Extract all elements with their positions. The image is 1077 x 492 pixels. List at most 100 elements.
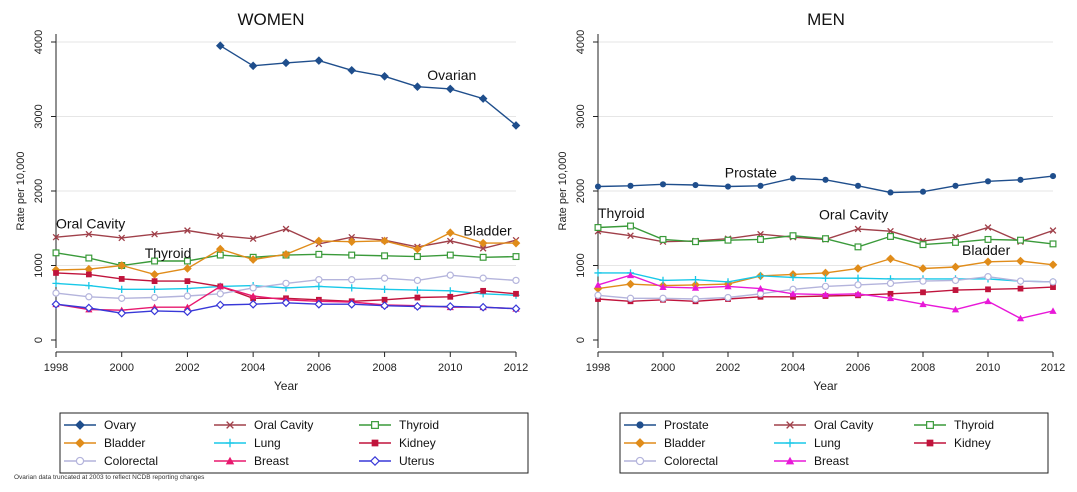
data-point (151, 230, 158, 238)
data-point (691, 284, 700, 291)
series-oral-cavity (52, 225, 520, 252)
data-point (1016, 256, 1025, 266)
data-point (951, 305, 960, 313)
data-point (854, 225, 862, 233)
data-point (790, 293, 796, 300)
data-point (446, 237, 454, 245)
data-point (150, 293, 159, 302)
data-point (52, 233, 60, 241)
legend-entry-bladder: Bladder (64, 436, 145, 450)
data-point (626, 279, 635, 289)
series-line-ovary (219, 45, 517, 126)
data-point (347, 299, 357, 309)
data-point (281, 58, 291, 68)
data-point (446, 287, 454, 295)
data-point (854, 274, 862, 282)
data-point (348, 251, 356, 259)
data-point (511, 304, 521, 314)
x-tick-label: 2004 (241, 362, 265, 374)
data-point (183, 292, 192, 300)
data-point (151, 278, 158, 285)
annotation-oral-cavity: Oral Cavity (56, 215, 125, 231)
legend-marker (225, 456, 235, 465)
legend-label: Kidney (954, 436, 991, 450)
legend-entry-colorectal: Colorectal (624, 454, 718, 468)
data-point (480, 287, 487, 294)
data-point (724, 282, 732, 290)
data-point (249, 292, 257, 299)
data-point (249, 284, 257, 292)
data-point (184, 278, 191, 285)
legend-marker (226, 421, 234, 429)
data-point (315, 282, 323, 290)
legend-entry-uterus: Uterus (359, 454, 434, 468)
annotation-thyroid: Thyroid (145, 245, 192, 261)
data-point (381, 252, 389, 260)
data-point (216, 232, 224, 240)
legend-label: Kidney (399, 436, 436, 450)
legend-entry-kidney: Kidney (359, 436, 436, 450)
x-tick-label: 2010 (438, 362, 462, 374)
data-point (951, 262, 960, 272)
data-point (887, 189, 894, 196)
data-point (479, 253, 487, 261)
data-point (594, 224, 602, 231)
data-point (756, 290, 765, 298)
y-tick-label: 3000 (33, 104, 45, 128)
data-point (692, 181, 699, 189)
data-point (984, 178, 992, 185)
data-point (659, 283, 667, 290)
data-point (215, 244, 225, 254)
data-point (315, 275, 323, 284)
data-point (183, 284, 192, 293)
data-point (1017, 176, 1024, 183)
data-point (918, 264, 928, 273)
data-point (215, 41, 225, 51)
data-point (985, 286, 991, 293)
y-tick-label: 1000 (33, 253, 45, 277)
legend-entry-oral-cavity: Oral Cavity (774, 418, 873, 432)
data-point (413, 276, 422, 285)
footnote: Ovarian data truncated at 2003 to reflec… (14, 474, 205, 481)
data-point (659, 235, 667, 243)
data-point (951, 276, 960, 285)
data-point (594, 183, 602, 190)
data-point (118, 294, 126, 302)
x-tick-label: 1998 (586, 362, 610, 374)
y-tick-label: 1000 (575, 253, 587, 277)
data-point (887, 290, 894, 297)
data-point (1049, 307, 1057, 314)
x-tick-label: 2006 (307, 362, 331, 374)
data-point (984, 224, 992, 231)
x-tick-label: 2012 (1041, 362, 1065, 374)
data-point (512, 253, 520, 261)
legend-marker (75, 456, 85, 466)
data-point (52, 279, 60, 287)
y-tick-label: 3000 (575, 104, 587, 128)
x-tick-label: 2010 (976, 362, 1000, 374)
y-tick-label: 2000 (575, 179, 587, 203)
data-point (854, 290, 862, 297)
legend-entry-bladder: Bladder (624, 436, 705, 450)
data-point (51, 299, 61, 309)
legend-marker (75, 438, 85, 448)
data-point (1048, 260, 1058, 270)
data-point (886, 294, 895, 302)
data-point (626, 271, 635, 279)
data-point (1017, 285, 1024, 292)
data-point (315, 250, 323, 258)
data-point (626, 294, 635, 302)
data-point (380, 285, 389, 293)
data-point (594, 269, 602, 277)
panel-men: MEN 0 1000 2000 3000 4000 1998 2000 2002 2004 2006… (557, 10, 1065, 474)
data-point (952, 287, 959, 293)
data-point (821, 290, 830, 298)
data-point (216, 290, 224, 298)
data-point (380, 71, 389, 81)
legend-marker (371, 421, 379, 429)
data-point (822, 176, 829, 183)
y-tick-label: 4000 (33, 30, 45, 54)
data-point (118, 234, 126, 242)
data-point (511, 238, 521, 248)
data-point (248, 299, 258, 309)
